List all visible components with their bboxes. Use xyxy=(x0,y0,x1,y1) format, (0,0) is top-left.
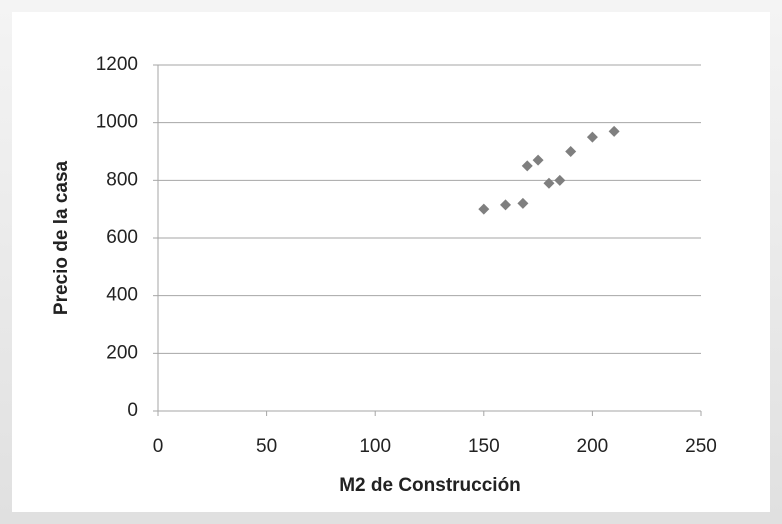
x-tick-label: 200 xyxy=(577,436,609,457)
y-tick-label: 1000 xyxy=(96,112,138,133)
point xyxy=(532,154,544,166)
y-tick-label: 1200 xyxy=(96,54,138,75)
y-tick-label: 0 xyxy=(127,400,138,421)
y-tick-label: 400 xyxy=(106,285,138,306)
chart-area xyxy=(12,12,770,512)
x-axis-title: M2 de Construcción xyxy=(339,475,521,496)
point xyxy=(517,197,529,209)
x-tick-label: 50 xyxy=(256,436,277,457)
point xyxy=(565,146,577,157)
point xyxy=(521,160,533,172)
y-tick-label: 600 xyxy=(106,227,138,248)
point xyxy=(554,174,566,186)
point xyxy=(608,125,620,137)
y-tick-label: 200 xyxy=(106,342,138,363)
x-tick-label: 100 xyxy=(359,436,391,457)
x-tick-label: 150 xyxy=(468,436,500,457)
x-tick-label: 250 xyxy=(685,436,717,457)
y-tick-label: 800 xyxy=(106,169,138,190)
point xyxy=(478,203,490,215)
y-axis-title: Precio de la casa xyxy=(51,160,72,315)
point xyxy=(500,199,512,211)
point xyxy=(543,177,555,189)
point xyxy=(586,131,598,143)
x-tick-label: 0 xyxy=(153,436,164,457)
